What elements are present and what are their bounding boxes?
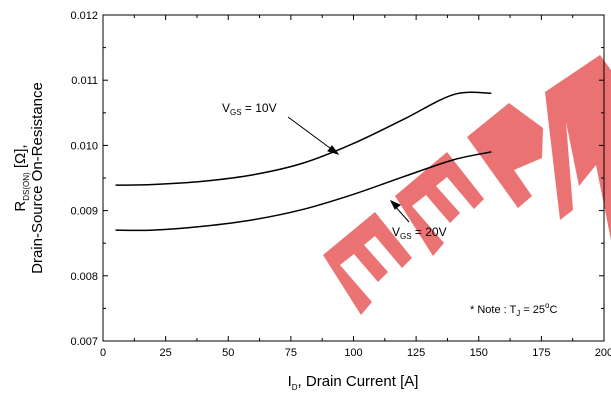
series-lines xyxy=(116,92,492,230)
x-tick-label: 75 xyxy=(285,347,297,359)
y-tick-label: 0.007 xyxy=(70,336,98,348)
x-tick-label: 200 xyxy=(595,347,611,359)
y-tick-label: 0.008 xyxy=(70,271,98,283)
x-tick-label: 125 xyxy=(407,347,425,359)
y-tick-label: 0.009 xyxy=(70,206,98,218)
y-tick-label: 0.010 xyxy=(70,140,98,152)
annotation-arrows xyxy=(288,117,409,222)
y-tick-label: 0.012 xyxy=(70,10,98,22)
x-axis-title: ID, Drain Current [A] xyxy=(288,373,419,392)
annotation-vgs10: VGS = 10V xyxy=(222,101,277,117)
x-tick-label: 100 xyxy=(344,347,362,359)
x-tick-label: 0 xyxy=(100,347,106,359)
watermark-logo xyxy=(323,55,611,315)
arrow-vgs10-line xyxy=(288,117,334,151)
y-axis-title-line2: Drain-Source On-Resistance xyxy=(29,82,46,274)
x-tick-label: 25 xyxy=(160,347,172,359)
temperature-note: * Note : TJ = 25oC xyxy=(470,301,558,318)
x-tick-label: 175 xyxy=(532,347,550,359)
x-tick-label: 50 xyxy=(222,347,234,359)
annotation-vgs20: VGS = 20V xyxy=(392,225,447,241)
x-tick-label: 150 xyxy=(470,347,488,359)
y-tick-label: 0.011 xyxy=(71,75,98,87)
arrow-vgs20-head xyxy=(391,201,400,209)
